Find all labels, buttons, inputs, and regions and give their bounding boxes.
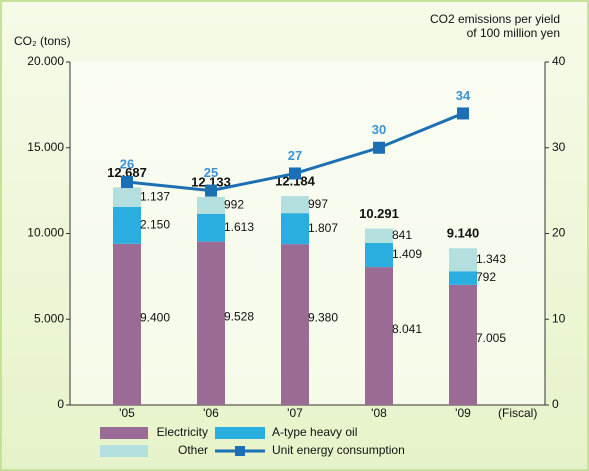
- value-label: 7.005: [476, 331, 506, 345]
- x-tick-label: '08: [371, 406, 387, 420]
- x-axis-title: (Fiscal): [498, 406, 537, 420]
- value-label: 1.807: [308, 221, 338, 235]
- line-value-label: 30: [372, 122, 386, 137]
- legend-swatch: [100, 427, 148, 439]
- bar-segment: [113, 243, 141, 405]
- bar-segment: [449, 284, 477, 405]
- total-label: 12.133: [191, 174, 231, 189]
- value-label: 9.528: [224, 309, 254, 323]
- value-label: 841: [392, 228, 412, 242]
- bar-segment: [281, 213, 309, 245]
- line-value-label: 25: [204, 165, 218, 180]
- y2-tick-label: 20: [552, 226, 566, 240]
- bar-segment: [365, 242, 393, 268]
- line-marker: [457, 107, 469, 120]
- y2-tick-label: 0: [552, 397, 559, 411]
- line-marker: [205, 184, 217, 197]
- line-marker: [373, 141, 385, 154]
- line-value-label: 27: [288, 148, 302, 163]
- bar-segment: [281, 244, 309, 405]
- y2-axis-title: of 100 million yen: [467, 26, 560, 40]
- y2-axis-title: CO2 emissions per yield: [430, 12, 560, 26]
- total-label: 10.291: [359, 206, 399, 221]
- bar-segment: [197, 241, 225, 405]
- bar-segment: [365, 267, 393, 405]
- bar-segment: [281, 196, 309, 214]
- value-label: 792: [476, 270, 496, 284]
- legend-label: Electricity: [157, 425, 208, 439]
- y-tick-label: 10.000: [27, 226, 64, 240]
- value-label: 1.409: [392, 247, 422, 261]
- total-label: 12,687: [107, 165, 147, 180]
- x-tick-label: '09: [455, 406, 471, 420]
- legend-label: Other: [178, 443, 208, 457]
- y-tick-label: 15.000: [27, 140, 64, 154]
- line-marker: [121, 176, 133, 189]
- legend-label: A-type heavy oil: [272, 425, 357, 439]
- x-tick-label: '06: [203, 406, 219, 420]
- total-label: 12.184: [275, 173, 316, 188]
- legend-label: Unit energy consumption: [272, 443, 405, 457]
- line-value-label: 26: [120, 156, 134, 171]
- line-marker: [289, 167, 301, 180]
- value-label: 2.150: [140, 218, 170, 232]
- y-tick-label: 20.000: [27, 54, 64, 68]
- y-axis-title: CO₂ (tons): [14, 34, 71, 48]
- value-label: 9.400: [140, 311, 170, 325]
- y-tick-label: 5.000: [34, 311, 64, 325]
- bar-segment: [197, 196, 225, 214]
- value-label: 1.343: [476, 252, 506, 266]
- bar-segment: [449, 248, 477, 272]
- value-label: 997: [308, 197, 328, 211]
- legend-swatch: [100, 445, 148, 457]
- y2-tick-label: 30: [552, 140, 566, 154]
- y2-tick-label: 10: [552, 311, 566, 325]
- bar-segment: [113, 187, 141, 207]
- legend-marker: [235, 446, 245, 456]
- bar-segment: [113, 206, 141, 244]
- y-tick-label: 0: [57, 397, 64, 411]
- bar-segment: [449, 271, 477, 285]
- line-value-label: 34: [456, 88, 471, 103]
- x-tick-label: '05: [119, 406, 135, 420]
- value-label: 1.137: [140, 189, 170, 203]
- bar-segment: [365, 228, 393, 243]
- value-label: 992: [224, 198, 244, 212]
- y2-tick-label: 40: [552, 54, 566, 68]
- value-label: 1.613: [224, 220, 254, 234]
- x-tick-label: '07: [287, 406, 303, 420]
- legend-swatch: [215, 427, 265, 439]
- total-label: 9.140: [447, 226, 480, 241]
- value-label: 9.380: [308, 311, 338, 325]
- bar-segment: [197, 213, 225, 242]
- value-label: 8.041: [392, 322, 422, 336]
